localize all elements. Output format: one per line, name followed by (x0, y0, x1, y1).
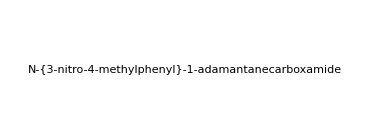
Text: N-{3-nitro-4-methylphenyl}-1-adamantanecarboxamide: N-{3-nitro-4-methylphenyl}-1-adamantanec… (27, 65, 342, 75)
